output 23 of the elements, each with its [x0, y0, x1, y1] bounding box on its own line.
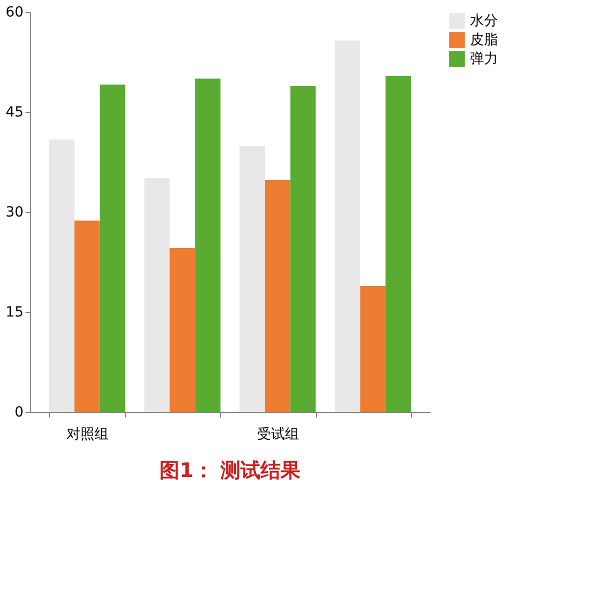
- y-tick-label: 60: [6, 4, 24, 20]
- bar: [386, 76, 411, 412]
- y-tick-label: 30: [6, 204, 24, 220]
- legend-label: 皮脂: [470, 32, 498, 48]
- bar: [264, 180, 290, 412]
- y-tick-label: 15: [6, 304, 24, 320]
- bar: [100, 84, 126, 412]
- y-tick-label: 45: [6, 104, 24, 120]
- bar: [74, 220, 100, 412]
- legend-label: 弹力: [470, 51, 498, 67]
- bar: [334, 40, 360, 412]
- bar: [360, 286, 386, 412]
- bar: [144, 178, 170, 412]
- bar: [290, 86, 316, 412]
- legend-label: 水分: [470, 13, 498, 29]
- bar: [195, 78, 220, 412]
- bar: [240, 146, 265, 412]
- x-tick-label: 受试组: [257, 426, 300, 442]
- text: 图1： 测试结果: [160, 458, 302, 482]
- bar: [49, 139, 74, 412]
- bar: [170, 248, 196, 412]
- x-tick-label: 对照组: [66, 426, 109, 442]
- y-tick-label: 0: [14, 404, 24, 420]
